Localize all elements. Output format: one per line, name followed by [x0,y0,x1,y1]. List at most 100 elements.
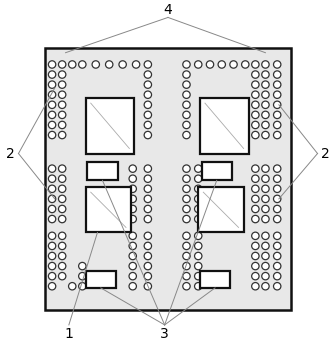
Circle shape [252,61,259,68]
Circle shape [242,61,249,68]
Circle shape [252,185,259,193]
Circle shape [195,195,202,203]
Circle shape [129,215,136,223]
Circle shape [195,185,202,193]
Circle shape [92,61,99,68]
Circle shape [252,282,259,290]
Circle shape [195,232,202,239]
Circle shape [58,111,66,119]
Circle shape [252,272,259,280]
Circle shape [48,252,56,260]
Circle shape [274,242,281,250]
Text: 3: 3 [160,326,169,341]
Circle shape [144,252,152,260]
Bar [86,271,116,288]
Circle shape [58,195,66,203]
Circle shape [195,272,202,280]
Circle shape [183,131,190,139]
Circle shape [252,205,259,213]
Circle shape [58,272,66,280]
Circle shape [58,242,66,250]
Circle shape [252,195,259,203]
Circle shape [183,165,190,172]
Circle shape [132,61,140,68]
Circle shape [58,81,66,88]
Circle shape [206,61,214,68]
Circle shape [274,272,281,280]
Circle shape [183,282,190,290]
Circle shape [144,91,152,98]
Bar [200,271,230,288]
Circle shape [252,165,259,172]
Circle shape [252,101,259,108]
Circle shape [183,242,190,250]
Circle shape [274,262,281,270]
Circle shape [129,185,136,193]
Circle shape [144,81,152,88]
Circle shape [79,262,86,270]
Circle shape [48,121,56,129]
Circle shape [48,185,56,193]
Circle shape [252,262,259,270]
Circle shape [144,121,152,129]
Circle shape [183,121,190,129]
Circle shape [58,91,66,98]
Circle shape [183,111,190,119]
Circle shape [252,121,259,129]
Circle shape [144,131,152,139]
Circle shape [252,252,259,260]
Circle shape [274,195,281,203]
Circle shape [262,101,269,108]
Circle shape [274,282,281,290]
Circle shape [183,272,190,280]
Circle shape [274,111,281,119]
Circle shape [195,205,202,213]
Bar [200,98,249,153]
Circle shape [69,61,76,68]
Bar [45,48,291,310]
Circle shape [144,165,152,172]
Circle shape [262,232,269,239]
Circle shape [274,252,281,260]
Circle shape [58,215,66,223]
Circle shape [144,272,152,280]
Circle shape [119,61,126,68]
Circle shape [129,205,136,213]
Circle shape [58,205,66,213]
Circle shape [58,71,66,78]
Circle shape [262,91,269,98]
Circle shape [262,121,269,129]
Circle shape [195,165,202,172]
Circle shape [262,111,269,119]
Circle shape [262,61,269,68]
Circle shape [252,131,259,139]
Circle shape [195,262,202,270]
Circle shape [252,71,259,78]
Circle shape [48,71,56,78]
Circle shape [262,81,269,88]
Circle shape [274,121,281,129]
Circle shape [129,272,136,280]
Circle shape [274,165,281,172]
Circle shape [274,81,281,88]
Circle shape [48,242,56,250]
Circle shape [144,101,152,108]
Circle shape [48,232,56,239]
Circle shape [58,101,66,108]
Circle shape [183,215,190,223]
Circle shape [274,185,281,193]
Circle shape [48,205,56,213]
Circle shape [262,262,269,270]
Circle shape [79,61,86,68]
Circle shape [183,252,190,260]
Bar [86,187,131,233]
Circle shape [274,131,281,139]
Text: 2: 2 [6,147,15,161]
Circle shape [262,252,269,260]
Circle shape [58,61,66,68]
Circle shape [262,71,269,78]
Circle shape [79,282,86,290]
Circle shape [58,252,66,260]
Circle shape [144,262,152,270]
Circle shape [48,101,56,108]
